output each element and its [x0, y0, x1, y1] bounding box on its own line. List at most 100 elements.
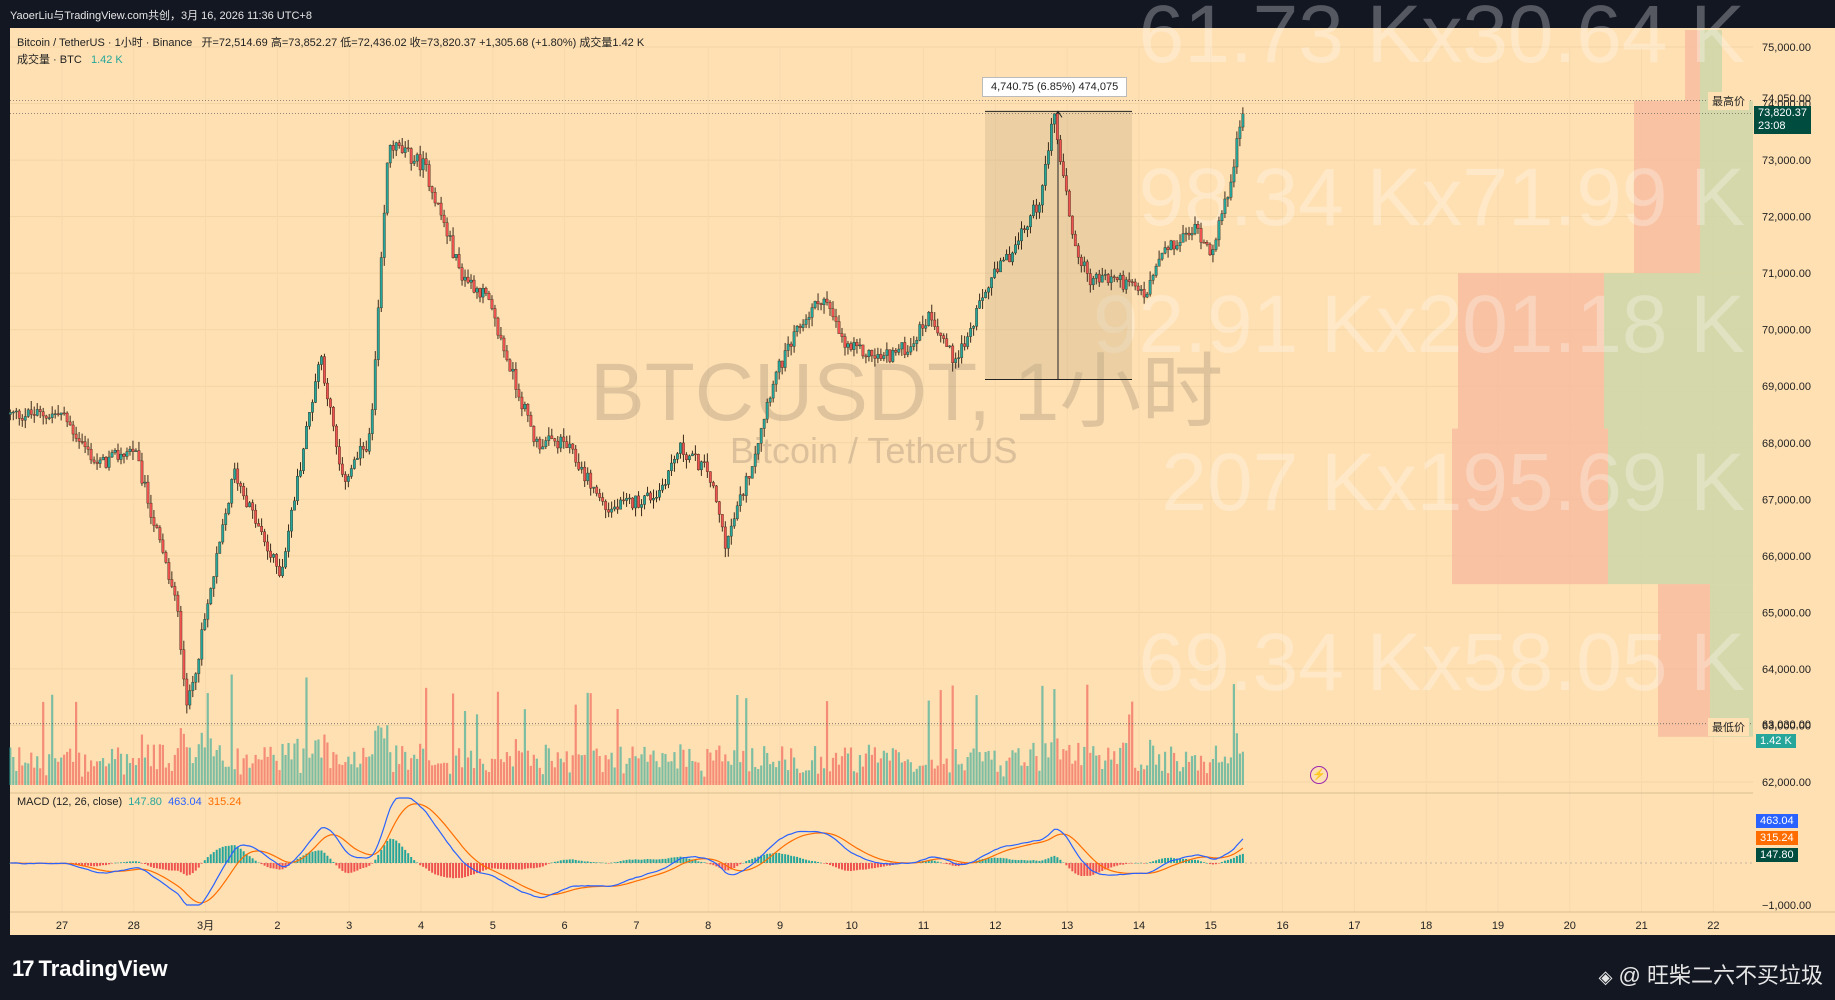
volume-bar [1152, 745, 1155, 785]
candle-body [38, 409, 42, 412]
macd-histogram-bar [224, 846, 227, 863]
replay-icon[interactable]: ⚡ [1310, 766, 1328, 784]
macd-histogram-bar [1146, 862, 1149, 864]
macd-histogram-bar [1122, 863, 1125, 865]
candle-body [1035, 204, 1038, 213]
candle-body [831, 308, 835, 318]
volume-bar [538, 767, 541, 785]
candle-body [364, 449, 368, 452]
volume-bar [544, 744, 547, 785]
candle-body [418, 154, 422, 171]
volume-bar [592, 750, 595, 785]
volume-bar [281, 743, 284, 785]
volume-bar [918, 765, 921, 785]
candle-body [433, 192, 437, 204]
volume-bar [362, 747, 365, 785]
macd-histogram-bar [951, 863, 954, 866]
volume-profile-buy-block [1604, 273, 1753, 429]
volume-bar [60, 757, 63, 785]
candle-body [679, 442, 682, 454]
macd-histogram-bar [131, 861, 134, 863]
volume-bar [921, 765, 924, 785]
macd-legend[interactable]: MACD (12, 26, close) 147.80 463.04 315.2… [17, 796, 242, 808]
candle-body [245, 495, 249, 508]
symbol-line[interactable]: Bitcoin / TetherUS · 1小时 · Binance [17, 37, 193, 49]
candle-body [1202, 242, 1206, 244]
volume-profile-buy-block [1700, 30, 1722, 101]
candle-body [747, 476, 751, 479]
volume-bar [460, 767, 464, 785]
volume-bar [167, 763, 170, 785]
volume-bar [51, 694, 54, 785]
volume-bar [104, 766, 108, 785]
macd-histogram-bar [359, 863, 362, 870]
candle-body [1032, 204, 1035, 216]
time-tick-label: 18 [1420, 920, 1432, 932]
volume-bar [72, 761, 75, 785]
time-tick-label: 4 [418, 920, 424, 932]
macd-histogram-bar [125, 861, 128, 863]
symbol-legend[interactable]: Bitcoin / TetherUS · 1小时 · Binance 开=72,… [17, 34, 644, 50]
volume-bar [1158, 754, 1161, 785]
candle-body [792, 331, 796, 347]
macd-histogram-bar [152, 863, 155, 868]
macd-histogram-bar [799, 857, 802, 863]
candle-body [729, 525, 733, 537]
volume-bar [272, 754, 275, 785]
macd-histogram-bar [386, 840, 389, 863]
price-tick-label: 75,000.00 [1762, 42, 1811, 54]
volume-bar [861, 766, 865, 785]
measure-label[interactable]: 4,740.75 (6.85%) 474,075 [982, 77, 1128, 97]
macd-histogram-bar [284, 863, 287, 868]
macd-histogram-bar [1223, 860, 1226, 863]
volume-bar [957, 764, 960, 785]
candle-body [215, 553, 219, 577]
candle-body [936, 326, 940, 334]
candle-body [284, 551, 287, 568]
candle-body [1208, 243, 1212, 256]
candle-body [789, 343, 793, 347]
macd-histogram-bar [1158, 859, 1161, 863]
volume-bar [131, 758, 135, 785]
volume-bar [143, 757, 147, 785]
macd-histogram-bar [873, 863, 876, 869]
volume-bar [981, 761, 984, 785]
candle-body [685, 454, 688, 461]
candle-body [969, 328, 973, 337]
candle-body [1175, 245, 1179, 250]
macd-histogram-bar [840, 863, 843, 870]
candle-body [688, 455, 691, 461]
volume-bar [212, 756, 215, 785]
macd-histogram-bar [173, 863, 176, 871]
volume-legend[interactable]: 成交量 · BTC 1.42 K [17, 51, 123, 67]
macd-histogram-bar [1071, 863, 1074, 872]
volume-bar [526, 750, 529, 785]
candle-body [849, 343, 853, 350]
volume-bar [448, 773, 452, 785]
macd-histogram-bar [1110, 863, 1113, 868]
volume-bar [197, 744, 200, 785]
candle-body [649, 492, 652, 501]
volume-bar [392, 771, 395, 785]
candle-body [1205, 242, 1209, 245]
volume-bar [368, 756, 371, 785]
macd-histogram-bar [437, 863, 440, 876]
macd-histogram-bar [930, 860, 933, 863]
candle-body [1005, 254, 1008, 261]
volume-bar [1092, 746, 1095, 785]
candle-body [56, 413, 60, 415]
candle-body [1181, 233, 1185, 243]
tradingview-logo[interactable]: 17 TradingView [12, 956, 168, 982]
volume-bar [248, 767, 251, 785]
volume-bar [879, 758, 882, 785]
volume-bar [63, 754, 66, 785]
macd-histogram-bar [766, 853, 769, 863]
volume-bar [206, 693, 209, 785]
volume-bar [221, 760, 224, 785]
volume-bar [547, 748, 550, 785]
candle-body [987, 287, 990, 293]
macd-histogram-bar [718, 863, 721, 868]
candle-body [741, 494, 745, 496]
volume-bar [1211, 758, 1215, 785]
